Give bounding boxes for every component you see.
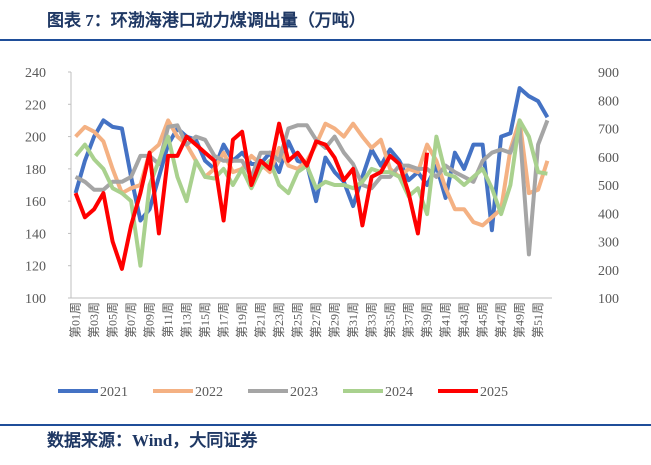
x-tick-label: 第01周	[69, 302, 83, 338]
legend-label: 2023	[290, 385, 318, 400]
y-tick-label: 300	[598, 236, 619, 251]
x-tick-label: 第33周	[365, 302, 379, 338]
y-tick-label: 400	[598, 207, 619, 222]
series-line	[73, 121, 430, 271]
x-tick-label: 第35周	[383, 302, 397, 338]
legend-label: 2025	[480, 385, 508, 400]
x-tick-label: 第51周	[531, 302, 545, 338]
source: 数据来源：Wind，大同证券	[47, 430, 258, 450]
y-tick-label: 500	[598, 179, 619, 194]
y-tick-label: 600	[598, 151, 619, 166]
legend-label: 2021	[100, 385, 128, 400]
x-tick-label: 第21周	[254, 302, 268, 338]
x-tick-label: 第15周	[198, 302, 212, 338]
series-line	[74, 118, 548, 268]
x-tick-label: 第25周	[291, 302, 305, 338]
x-tick-label: 第43周	[457, 302, 471, 338]
x-tick-label: 第23周	[272, 302, 286, 338]
y-tick-label: 200	[25, 131, 46, 146]
x-tick-label: 第11周	[161, 302, 175, 338]
x-tick-label: 第13周	[180, 302, 194, 338]
y-tick-label: 100	[598, 292, 619, 307]
y-tick-label: 180	[25, 163, 46, 178]
legend-label: 2022	[195, 385, 223, 400]
y-tick-label: 700	[598, 123, 619, 138]
x-tick-label: 第27周	[309, 302, 323, 338]
y-tick-label: 100	[25, 292, 46, 307]
x-tick-label: 第03周	[87, 302, 101, 338]
legend-label: 2024	[385, 385, 413, 400]
x-tick-label: 第49周	[513, 302, 527, 338]
y-tick-label: 120	[25, 260, 46, 275]
x-tick-label: 第39周	[420, 302, 434, 338]
x-tick-label: 第05周	[106, 302, 120, 338]
y-tick-label: 220	[25, 98, 46, 113]
y-tick-label: 140	[25, 227, 46, 242]
y-tick-label: 200	[598, 264, 619, 279]
y-tick-label: 800	[598, 94, 619, 109]
x-tick-label: 第41周	[439, 302, 453, 338]
x-tick-label: 第07周	[124, 302, 138, 338]
x-tick-label: 第47周	[494, 302, 508, 338]
x-tick-label: 第19周	[235, 302, 249, 338]
title: 图表 7：环渤海港口动力煤调出量（万吨）	[47, 10, 366, 30]
x-tick-label: 第17周	[217, 302, 231, 338]
y-tick-label: 160	[25, 195, 46, 210]
x-tick-label: 第09周	[143, 302, 157, 338]
y-tick-label: 240	[25, 66, 46, 81]
x-tick-label: 第37周	[402, 302, 416, 338]
x-tick-label: 第31周	[346, 302, 360, 338]
y-tick-label: 900	[598, 66, 619, 81]
x-tick-label: 第29周	[328, 302, 342, 338]
x-tick-label: 第45周	[476, 302, 490, 338]
